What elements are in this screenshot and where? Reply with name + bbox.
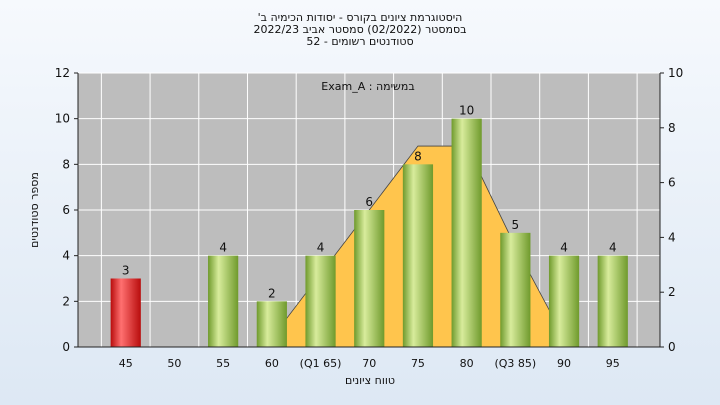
- data-label-55: 4: [219, 241, 227, 255]
- y2-tick-label-2: 2: [668, 285, 676, 299]
- y-tick-label-12: 12: [55, 66, 70, 80]
- bar-90: [548, 255, 580, 347]
- y-tick-label-2: 2: [62, 294, 70, 308]
- x-tick-label-45: 45: [119, 357, 133, 370]
- data-label-90: 4: [560, 241, 568, 255]
- y2-tick-label-10: 10: [668, 66, 683, 80]
- data-label-80: 10: [459, 104, 474, 118]
- data-label-45: 3: [122, 264, 130, 278]
- x-axis-label: טווח ציונים: [345, 374, 395, 387]
- bar-(Q3 85): [500, 232, 531, 347]
- x-tick-label-55: 55: [216, 357, 230, 370]
- bar-95: [597, 255, 628, 347]
- x-tick-label-50: 50: [167, 357, 181, 370]
- data-label-(Q1 65): 4: [317, 241, 325, 255]
- x-tick-label-95: 95: [606, 357, 620, 370]
- y2-tick-label-4: 4: [668, 230, 676, 244]
- exam-annotation: Exam_A : במשימה: [321, 80, 414, 93]
- data-label-75: 8: [414, 149, 422, 163]
- y-tick-label-0: 0: [62, 340, 70, 354]
- bar-60: [256, 301, 287, 347]
- bar-45: [110, 278, 141, 347]
- y2-tick-label-6: 6: [668, 176, 676, 190]
- y-axis-label: מספר סטודנטים: [28, 172, 41, 248]
- y-tick-label-10: 10: [55, 112, 70, 126]
- y-tick-label-8: 8: [62, 157, 70, 171]
- y2-tick-label-8: 8: [668, 121, 676, 135]
- y2-tick-label-0: 0: [668, 340, 676, 354]
- bar-55: [208, 255, 239, 347]
- data-label-60: 2: [268, 286, 276, 300]
- data-label-(Q3 85): 5: [512, 218, 520, 232]
- x-tick-label-(Q3 85): (Q3 85): [494, 357, 536, 370]
- x-tick-label-70: 70: [362, 357, 376, 370]
- y-tick-label-6: 6: [62, 203, 70, 217]
- chart-title-line-2: בסמסטר (02/2022) סמסטר אביב 2022/23: [253, 23, 467, 36]
- bar-80: [451, 118, 482, 348]
- chart-title-line-3: סטודנטים רשומים - 52: [306, 35, 414, 48]
- data-label-70: 6: [365, 195, 373, 209]
- data-label-95: 4: [609, 241, 617, 255]
- x-tick-label-60: 60: [265, 357, 279, 370]
- bar-(Q1 65): [305, 255, 336, 347]
- chart-title-line-1: היסטוגרמת ציונים בקורס - יסודות הכימיה ב…: [257, 11, 463, 24]
- x-tick-label-75: 75: [411, 357, 425, 370]
- x-tick-label-(Q1 65): (Q1 65): [300, 357, 342, 370]
- x-tick-label-90: 90: [557, 357, 571, 370]
- x-tick-label-80: 80: [460, 357, 474, 370]
- bar-75: [402, 164, 434, 347]
- bar-70: [354, 210, 385, 347]
- y-tick-label-4: 4: [62, 249, 70, 263]
